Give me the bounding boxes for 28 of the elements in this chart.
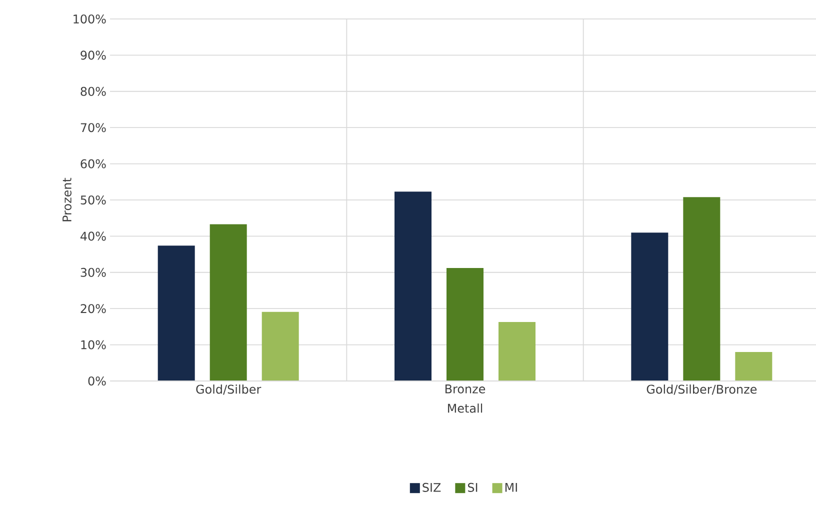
y-tick-label: 30% [80, 268, 106, 277]
x-tick-label: Gold/Silber [196, 384, 262, 395]
y-tick-label: 100% [74, 14, 106, 24]
y-tick-label: 40% [80, 232, 106, 241]
bar [394, 192, 432, 381]
legend-label: SI [468, 482, 478, 492]
bar [210, 224, 247, 381]
bar [446, 268, 484, 381]
bar [631, 232, 668, 381]
bar [158, 246, 195, 381]
x-axis-title: Metall [448, 404, 482, 413]
x-tick-label: Gold/Silber/Bronze [646, 384, 757, 395]
bar [498, 322, 536, 381]
legend-label: SIZ [422, 482, 441, 492]
y-tick-label: 50% [80, 195, 106, 205]
y-tick-label: 70% [80, 123, 106, 132]
x-tick-label: Bronze [445, 384, 486, 394]
y-tick-label: 80% [80, 86, 106, 96]
bar [735, 352, 772, 381]
y-tick-label: 90% [80, 50, 106, 60]
y-axis-title: Prozent [62, 178, 72, 222]
y-tick-label: 60% [80, 159, 106, 168]
y-tick-label: 20% [80, 304, 106, 314]
bar [683, 197, 720, 381]
bar [262, 312, 299, 381]
y-tick-label: 10% [81, 340, 106, 350]
legend-label: MI [505, 482, 517, 492]
y-tick-label: 0% [88, 376, 106, 386]
